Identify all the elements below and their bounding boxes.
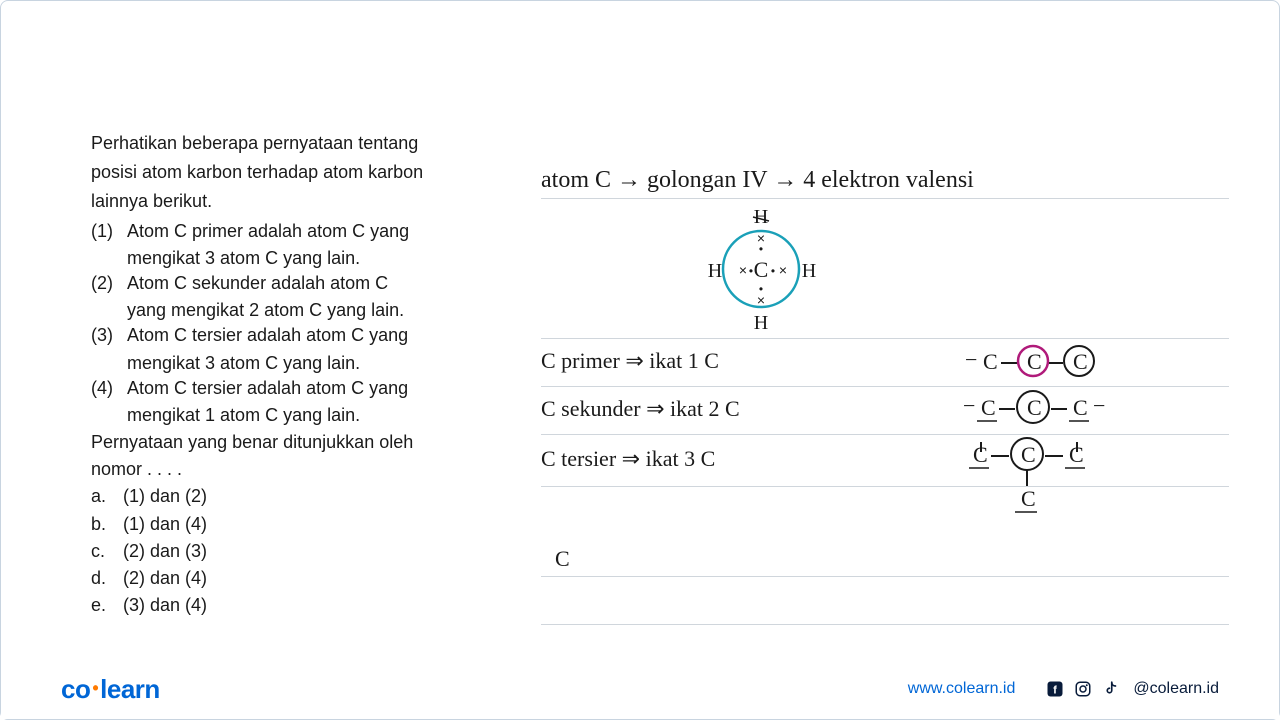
- svg-text:C: C: [1073, 395, 1088, 420]
- notebook-line: atom C → golongan IV → 4 elektron valens…: [541, 151, 1229, 199]
- statement-text-cont: mengikat 3 atom C yang lain.: [91, 246, 471, 271]
- statement-list: (1) Atom C primer adalah atom C yang men…: [91, 219, 471, 429]
- option-text: (3) dan (4): [123, 593, 207, 618]
- website-link[interactable]: www.colearn.id: [908, 680, 1016, 698]
- statement-text: Atom C sekunder adalah atom C: [127, 271, 388, 296]
- social-handle: @colearn.id: [1133, 680, 1219, 698]
- option-letter: a.: [91, 484, 123, 509]
- svg-text:×: ×: [779, 262, 787, 278]
- option-text: (2) dan (4): [123, 566, 207, 591]
- svg-text:H: H: [708, 260, 722, 282]
- svg-text:C: C: [754, 257, 769, 282]
- svg-text:C: C: [1027, 349, 1042, 374]
- instagram-icon[interactable]: [1073, 679, 1093, 699]
- question-prompt-2: nomor . . . .: [91, 457, 471, 482]
- diagram-sekunder: − C C C −: [881, 387, 1229, 431]
- svg-text:×: ×: [739, 262, 747, 278]
- logo: co•learn: [61, 674, 160, 705]
- statement-text: Atom C primer adalah atom C yang: [127, 219, 409, 244]
- footer: co•learn www.colearn.id f @colearn.id: [1, 659, 1279, 719]
- svg-text:•: •: [749, 264, 753, 278]
- svg-text:C: C: [1027, 395, 1042, 420]
- statement-row: (4) Atom C tersier adalah atom C yang: [91, 376, 471, 401]
- statement-num: (1): [91, 219, 127, 244]
- content-area: Perhatikan beberapa pernyataan tentang p…: [1, 1, 1279, 621]
- svg-text:H: H: [754, 312, 768, 334]
- question-intro-2: posisi atom karbon terhadap atom karbon: [91, 160, 471, 185]
- facebook-icon[interactable]: f: [1045, 679, 1065, 699]
- statement-text: Atom C tersier adalah atom C yang: [127, 376, 408, 401]
- question-panel: Perhatikan beberapa pernyataan tentang p…: [91, 41, 471, 601]
- option-letter: e.: [91, 593, 123, 618]
- notebook-line: C: [541, 487, 1229, 577]
- statement-text-cont: mengikat 1 atom C yang lain.: [91, 403, 471, 428]
- svg-text:C: C: [1021, 442, 1036, 467]
- svg-text:−: −: [963, 393, 975, 418]
- question-intro-3: lainnya berikut.: [91, 189, 471, 214]
- option-letter: d.: [91, 566, 123, 591]
- svg-text:C: C: [1073, 349, 1088, 374]
- option-row: b.(1) dan (4): [91, 512, 471, 537]
- solution-panel: atom C → golongan IV → 4 elektron valens…: [471, 41, 1229, 601]
- svg-text:×: ×: [757, 230, 765, 246]
- def-primer: C primer ⇒ ikat 1 C: [541, 348, 881, 374]
- notebook-line: C • × • × × • • × H H H H: [541, 199, 1229, 339]
- tiktok-icon[interactable]: [1101, 679, 1121, 699]
- option-text: (2) dan (3): [123, 539, 207, 564]
- option-letter: c.: [91, 539, 123, 564]
- option-row: e.(3) dan (4): [91, 593, 471, 618]
- notebook-line: C tersier ⇒ ikat 3 C C C C C: [541, 435, 1229, 487]
- logo-dot: •: [92, 678, 98, 698]
- question-prompt-1: Pernyataan yang benar ditunjukkan oleh: [91, 430, 471, 455]
- social-icons: f @colearn.id: [1045, 679, 1219, 699]
- diagram-primer: − C C C: [881, 341, 1229, 381]
- lewis-structure: C • × • × × • • × H H H H: [691, 199, 831, 339]
- option-row: d.(2) dan (4): [91, 566, 471, 591]
- logo-co: co: [61, 674, 90, 704]
- svg-text:•: •: [771, 264, 775, 278]
- statement-text-cont: yang mengikat 2 atom C yang lain.: [91, 298, 471, 323]
- svg-text:×: ×: [757, 292, 765, 308]
- notebook-line: C sekunder ⇒ ikat 2 C − C C C −: [541, 387, 1229, 435]
- statement-text-cont: mengikat 3 atom C yang lain.: [91, 351, 471, 376]
- option-text: (1) dan (2): [123, 484, 207, 509]
- def-tersier: C tersier ⇒ ikat 3 C: [541, 446, 881, 472]
- svg-text:C: C: [983, 349, 998, 374]
- logo-learn: learn: [100, 674, 160, 704]
- notebook-line: C primer ⇒ ikat 1 C − C C C: [541, 339, 1229, 387]
- svg-text:H: H: [802, 260, 816, 282]
- extra-c: C: [541, 546, 570, 572]
- notebook-line: [541, 577, 1229, 625]
- def-sekunder: C sekunder ⇒ ikat 2 C: [541, 396, 881, 422]
- option-row: c.(2) dan (3): [91, 539, 471, 564]
- question-intro-1: Perhatikan beberapa pernyataan tentang: [91, 131, 471, 156]
- options-list: a.(1) dan (2) b.(1) dan (4) c.(2) dan (3…: [91, 484, 471, 618]
- statement-row: (2) Atom C sekunder adalah atom C: [91, 271, 471, 296]
- statement-row: (3) Atom C tersier adalah atom C yang: [91, 323, 471, 348]
- svg-text:C: C: [981, 395, 996, 420]
- top-note: atom C → golongan IV → 4 elektron valens…: [541, 167, 974, 194]
- statement-text: Atom C tersier adalah atom C yang: [127, 323, 408, 348]
- option-row: a.(1) dan (2): [91, 484, 471, 509]
- statement-num: (2): [91, 271, 127, 296]
- option-letter: b.: [91, 512, 123, 537]
- statement-num: (3): [91, 323, 127, 348]
- statement-num: (4): [91, 376, 127, 401]
- svg-text:f: f: [1054, 685, 1058, 697]
- option-text: (1) dan (4): [123, 512, 207, 537]
- statement-row: (1) Atom C primer adalah atom C yang: [91, 219, 471, 244]
- svg-text:−: −: [965, 347, 977, 372]
- svg-text:−: −: [1093, 393, 1105, 418]
